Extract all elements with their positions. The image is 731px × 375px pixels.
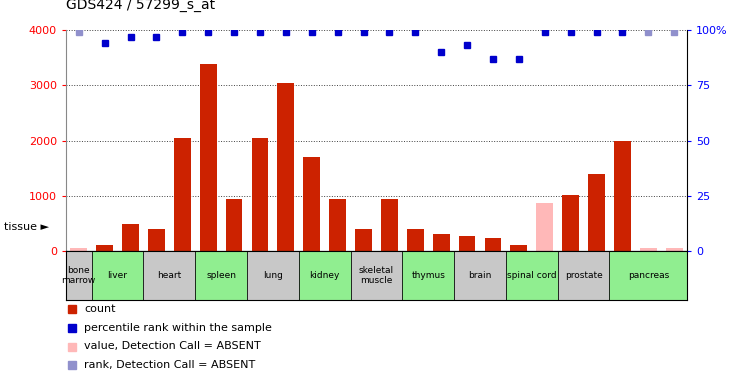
- Bar: [537, 203, 553, 251]
- Bar: [143, 251, 195, 300]
- Text: rank, Detection Call = ABSENT: rank, Detection Call = ABSENT: [84, 360, 256, 370]
- Text: value, Detection Call = ABSENT: value, Detection Call = ABSENT: [84, 342, 261, 351]
- Bar: [122, 224, 139, 251]
- Bar: [433, 234, 450, 251]
- Text: spleen: spleen: [206, 271, 236, 280]
- Bar: [640, 248, 656, 251]
- Text: pancreas: pancreas: [628, 271, 669, 280]
- Bar: [66, 251, 91, 300]
- Bar: [458, 236, 475, 251]
- Bar: [70, 248, 87, 251]
- Bar: [278, 82, 295, 251]
- Text: tissue ►: tissue ►: [4, 222, 49, 232]
- Bar: [666, 248, 683, 251]
- Bar: [558, 251, 610, 300]
- Bar: [562, 195, 579, 251]
- Bar: [195, 251, 247, 300]
- Bar: [174, 138, 191, 251]
- Bar: [381, 199, 398, 251]
- Bar: [351, 251, 402, 300]
- Bar: [91, 251, 143, 300]
- Bar: [610, 251, 687, 300]
- Bar: [251, 138, 268, 251]
- Text: count: count: [84, 304, 116, 314]
- Bar: [247, 251, 299, 300]
- Text: prostate: prostate: [565, 271, 602, 280]
- Bar: [299, 251, 351, 300]
- Bar: [510, 244, 527, 251]
- Bar: [407, 229, 424, 251]
- Text: heart: heart: [157, 271, 181, 280]
- Text: brain: brain: [469, 271, 492, 280]
- Text: spinal cord: spinal cord: [507, 271, 556, 280]
- Bar: [614, 141, 631, 251]
- Bar: [355, 229, 372, 251]
- Bar: [96, 244, 113, 251]
- Bar: [454, 251, 506, 300]
- Text: skeletal
muscle: skeletal muscle: [359, 266, 394, 285]
- Bar: [200, 64, 216, 251]
- Text: kidney: kidney: [309, 271, 340, 280]
- Text: lung: lung: [263, 271, 283, 280]
- Bar: [226, 199, 243, 251]
- Bar: [329, 199, 346, 251]
- Text: thymus: thymus: [412, 271, 445, 280]
- Bar: [588, 174, 605, 251]
- Bar: [506, 251, 558, 300]
- Text: liver: liver: [107, 271, 128, 280]
- Text: bone
marrow: bone marrow: [61, 266, 96, 285]
- Bar: [402, 251, 454, 300]
- Text: percentile rank within the sample: percentile rank within the sample: [84, 323, 273, 333]
- Text: GDS424 / 57299_s_at: GDS424 / 57299_s_at: [66, 0, 215, 12]
- Bar: [485, 238, 501, 251]
- Bar: [303, 157, 320, 251]
- Bar: [148, 229, 164, 251]
